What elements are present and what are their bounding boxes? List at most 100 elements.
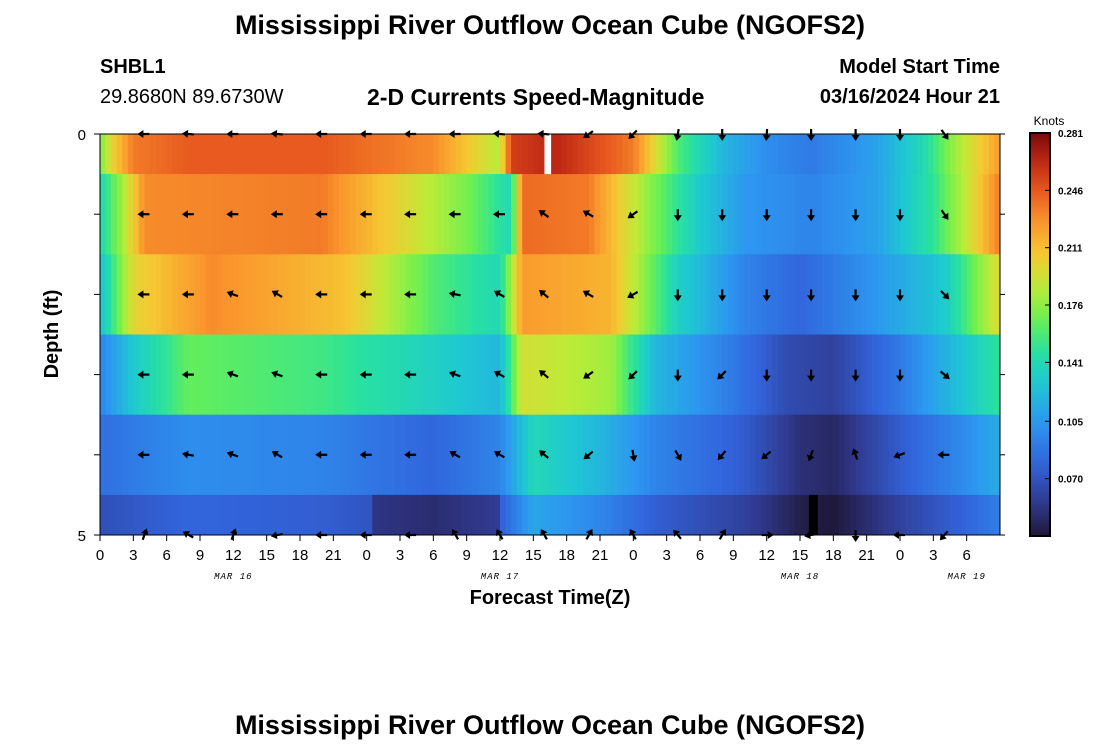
heatmap-cell <box>694 334 701 416</box>
heatmap-cell <box>433 254 440 335</box>
heatmap-cell <box>311 134 318 175</box>
heatmap-cell <box>383 494 390 535</box>
heatmap-cell <box>850 174 857 255</box>
heatmap-cell <box>672 414 679 496</box>
heatmap-cell <box>872 174 879 255</box>
heatmap-cell <box>988 174 996 255</box>
heatmap-cell <box>216 174 223 255</box>
arrow-head <box>807 295 816 302</box>
heatmap-cell <box>661 134 668 175</box>
arrow-head <box>896 375 904 382</box>
heatmap-cell <box>800 254 807 335</box>
heatmap-cell <box>772 414 779 496</box>
heatmap-cell <box>572 334 579 416</box>
heatmap-cell <box>911 414 918 496</box>
heatmap-cell <box>727 254 734 335</box>
heatmap-cell <box>605 174 612 255</box>
heatmap-cell <box>466 174 473 255</box>
heatmap-cell <box>888 334 896 416</box>
heatmap-cell <box>838 414 846 496</box>
x-tick-label: 9 <box>196 547 204 564</box>
heatmap-cell <box>122 174 129 255</box>
heatmap-cell <box>861 334 868 416</box>
heatmap-cell <box>555 334 562 416</box>
heatmap-cell <box>805 174 812 255</box>
heatmap-cell <box>911 174 918 255</box>
heatmap-cell <box>311 174 318 255</box>
heatmap-cell <box>388 254 396 335</box>
heatmap-cell <box>916 494 923 535</box>
heatmap-cell <box>105 334 112 416</box>
heatmap-cell <box>322 494 329 535</box>
arrow-head <box>137 290 144 299</box>
heatmap-cell <box>433 334 440 416</box>
heatmap-cell <box>883 174 890 255</box>
colorbar-tick-label: 0.176 <box>1058 301 1083 312</box>
heatmap-cell <box>133 414 140 496</box>
heatmap-cell <box>788 134 796 175</box>
heatmap-cell <box>338 334 346 416</box>
current-arrow <box>226 450 239 459</box>
arrow-head <box>226 210 233 219</box>
heatmap-cell <box>483 414 490 496</box>
heatmap-cell <box>588 134 596 175</box>
current-arrow <box>270 210 283 219</box>
heatmap-cell <box>855 414 862 496</box>
heatmap-cell <box>822 414 829 496</box>
heatmap-cell <box>216 414 223 496</box>
heatmap-cell <box>450 494 457 535</box>
heatmap-cell <box>416 134 423 175</box>
arrow-head <box>182 450 189 459</box>
heatmap-cell <box>794 174 801 255</box>
heatmap-cell <box>644 414 651 496</box>
heatmap-cell <box>566 254 573 335</box>
heatmap-cell <box>466 414 473 496</box>
arrow-head <box>271 450 279 458</box>
heatmap-cell <box>605 414 612 496</box>
heatmap-cell <box>883 334 890 416</box>
current-arrow <box>359 290 372 299</box>
heatmap-cell <box>105 134 112 175</box>
heatmap-cell <box>350 254 357 335</box>
heatmap-cell <box>427 174 434 255</box>
heatmap-cell <box>472 334 479 416</box>
heatmap-cell <box>750 254 757 335</box>
heatmap-cell <box>222 254 229 335</box>
heatmap-cell <box>594 134 601 175</box>
heatmap-cell <box>816 254 823 335</box>
colorbar-tick-label: 0.281 <box>1058 129 1083 140</box>
heatmap-cell <box>483 174 490 255</box>
heatmap-cell <box>394 334 401 416</box>
heatmap-cell <box>161 174 168 255</box>
heatmap-cell <box>461 414 468 496</box>
heatmap-cell <box>950 414 957 496</box>
current-arrow <box>448 290 461 299</box>
heatmap-cell <box>250 414 257 496</box>
heatmap-cell <box>294 134 301 175</box>
heatmap-cell <box>366 494 373 535</box>
heatmap-cell <box>155 254 162 335</box>
heatmap-cell <box>977 174 984 255</box>
heatmap-cell <box>172 334 179 416</box>
heatmap-cell <box>711 334 718 416</box>
heatmap-cell <box>922 254 929 335</box>
arrow-head <box>359 370 366 379</box>
arrow-head <box>539 450 547 458</box>
arrow-head <box>137 450 144 459</box>
x-date-label: MAR 17 <box>481 572 519 582</box>
heatmap-cell <box>194 174 201 255</box>
heatmap-cell <box>500 494 507 535</box>
heatmap-cell <box>477 334 484 416</box>
heatmap-cell <box>977 254 984 335</box>
heatmap-cell <box>388 174 396 255</box>
heatmap-cell <box>400 254 407 335</box>
heatmap-cell <box>500 134 507 175</box>
heatmap-cell <box>800 334 807 416</box>
heatmap-cell <box>561 334 568 416</box>
arrow-head <box>942 292 950 300</box>
heatmap-cell <box>483 134 490 175</box>
heatmap-cell <box>561 414 568 496</box>
heatmap-cell <box>700 334 707 416</box>
heatmap-cell <box>705 334 712 416</box>
heatmap-cell <box>333 334 340 416</box>
